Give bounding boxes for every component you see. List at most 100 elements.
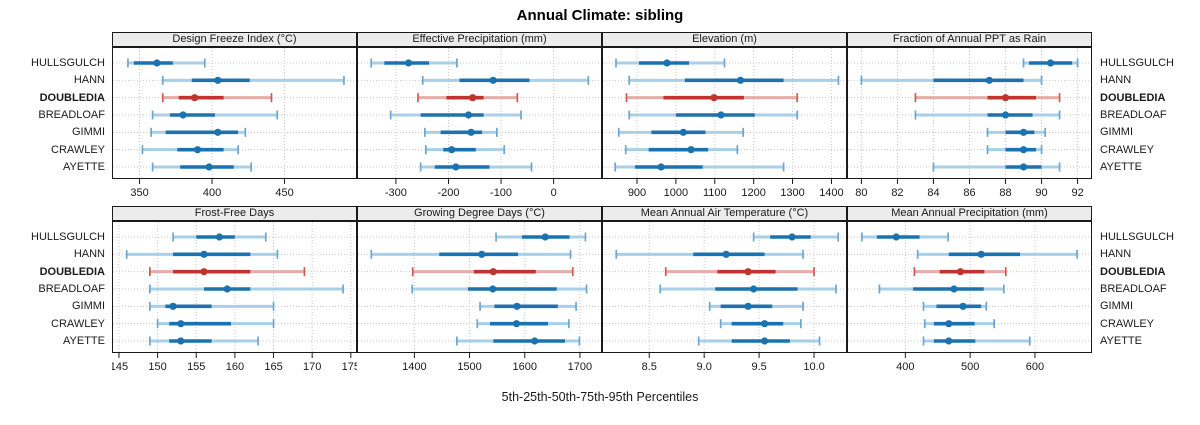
x-tick-label: 9.0: [697, 361, 712, 373]
series-gimmi: [986, 127, 1047, 137]
series-crawley: [476, 319, 570, 329]
series-gimmi: [150, 127, 247, 137]
median-dot: [177, 337, 185, 345]
median-dot: [1019, 128, 1028, 136]
series-ayette: [456, 336, 581, 346]
x-tick-label: 92: [1071, 187, 1083, 199]
median-dot: [663, 59, 671, 67]
x-tick-label: 1400: [402, 361, 426, 373]
median-dot: [977, 250, 985, 258]
series-hann: [421, 75, 590, 85]
panel-effective-precipitation-mm: Effective Precipitation (mm) -300 -200 -100…: [357, 32, 602, 201]
site-label-crawley: CRAWLEY: [1100, 143, 1154, 156]
site-label-crawley: CRAWLEY: [51, 143, 105, 156]
x-tick-label: 88: [999, 187, 1011, 199]
x-tick-label: 900: [628, 187, 646, 199]
median-dot: [215, 233, 224, 241]
series-doubledia: [411, 267, 574, 277]
x-tick-label: -100: [490, 187, 512, 199]
x-axis-title: 5th-25th-50th-75th-95th Percentiles: [501, 390, 699, 404]
series-doubledia: [625, 93, 799, 103]
panel-elevation-m: Elevation (m) 900 1000 1100 1200 1300 1400: [602, 32, 847, 201]
median-dot: [214, 76, 222, 84]
median-dot: [531, 337, 539, 345]
series-ayette: [419, 162, 533, 172]
median-dot: [761, 320, 769, 328]
median-dot: [744, 302, 752, 310]
x-tick-label: 84: [927, 187, 939, 199]
site-label-doubledia: DOUBLEDIA: [39, 91, 105, 104]
median-dot: [722, 250, 730, 258]
site-labels-left: HULLSGULCH HANN DOUBLEDIA BREADLOAF GIMMI CRA…: [0, 32, 112, 201]
x-tick-label: 1600: [513, 361, 537, 373]
panel-plot-fraction-of-annual-ppt-as-rain: 80 82 84 86 88 90 92: [847, 47, 1092, 199]
median-dot: [448, 146, 456, 154]
site-label-hullsgulch: HULLSGULCH: [31, 231, 105, 243]
panel-header-effective-precipitation-mm: Effective Precipitation (mm): [357, 32, 602, 47]
panel-plot-frost-free-days: 145 150 155 160 165 170 175: [112, 221, 357, 373]
series-crawley: [624, 145, 739, 155]
series-gimmi: [423, 127, 498, 137]
series-ayette: [932, 162, 1061, 172]
median-dot: [179, 111, 187, 119]
median-dot: [956, 268, 965, 276]
series-gimmi: [617, 127, 745, 137]
median-dot: [478, 250, 486, 258]
series-ayette: [922, 336, 1031, 346]
median-dot: [489, 76, 497, 84]
series-hann: [125, 249, 279, 259]
median-dot: [193, 146, 202, 154]
series-gimmi: [479, 301, 577, 311]
median-dot: [404, 59, 413, 67]
series-hullsgulch: [615, 58, 726, 68]
median-dot: [788, 233, 796, 241]
panel-plot-mean-annual-precipitation-mm: 400 500 600: [847, 221, 1092, 373]
median-dot: [191, 94, 199, 102]
median-dot: [744, 268, 752, 276]
site-labels-right: HULLSGULCH HANN DOUBLEDIA BREADLOAF GIMMI CRA…: [1092, 206, 1200, 375]
series-doubledia: [161, 93, 273, 103]
x-tick-label: 0: [551, 187, 557, 199]
x-tick-label: 1200: [741, 187, 765, 199]
series-crawley: [719, 319, 802, 329]
median-dot: [679, 128, 687, 136]
x-tick-label: 1300: [780, 187, 804, 199]
site-label-ayette: AYETTE: [63, 334, 105, 347]
median-dot: [169, 302, 177, 310]
series-breadloaf: [149, 284, 344, 294]
series-breadloaf: [411, 284, 588, 294]
series-hann: [615, 249, 804, 259]
panel-design-freeze-index-c: Design Freeze Index (°C) 350 400 450: [112, 32, 357, 201]
site-label-hann: HANN: [73, 74, 105, 87]
site-label-ayette: AYETTE: [1100, 160, 1142, 173]
median-dot: [761, 337, 769, 345]
site-label-gimmi: GIMMI: [1100, 126, 1133, 139]
x-tick-label: 155: [187, 361, 205, 373]
site-label-ayette: AYETTE: [1100, 334, 1142, 347]
x-tick-label: 9.5: [751, 361, 766, 373]
site-label-hann: HANN: [73, 248, 105, 261]
panel-plot-effective-precipitation-mm: -300 -200 -100 0: [357, 47, 602, 199]
median-dot: [512, 320, 521, 328]
series-doubledia: [664, 267, 815, 277]
median-dot: [950, 285, 958, 293]
panel-header-fraction-of-annual-ppt-as-rain: Fraction of Annual PPT as Rain: [847, 32, 1092, 47]
median-dot: [892, 233, 900, 241]
panel-plot-elevation-m: 900 1000 1100 1200 1300 1400: [602, 47, 847, 199]
series-hann: [161, 75, 345, 85]
x-tick-label: 90: [1035, 187, 1047, 199]
series-hann: [916, 249, 1078, 259]
panel-plot-growing-degree-days-c: 1400 1500 1600 1700: [357, 221, 602, 373]
median-dot: [513, 302, 521, 310]
panel-header-mean-annual-air-temperature-c: Mean Annual Air Temperature (°C): [602, 206, 847, 221]
chart-row-2: HULLSGULCH HANN DOUBLEDIA BREADLOAF GIMMI CRA…: [0, 206, 1200, 375]
series-hullsgulch: [172, 232, 267, 242]
median-dot: [736, 76, 745, 84]
site-label-crawley: CRAWLEY: [1100, 317, 1154, 330]
panel-plot-design-freeze-index-c: 350 400 450: [112, 47, 357, 199]
x-tick-label: 1500: [457, 361, 481, 373]
median-dot: [214, 128, 222, 136]
x-tick-label: 82: [891, 187, 903, 199]
site-label-breadloaf: BREADLOAF: [38, 108, 105, 121]
